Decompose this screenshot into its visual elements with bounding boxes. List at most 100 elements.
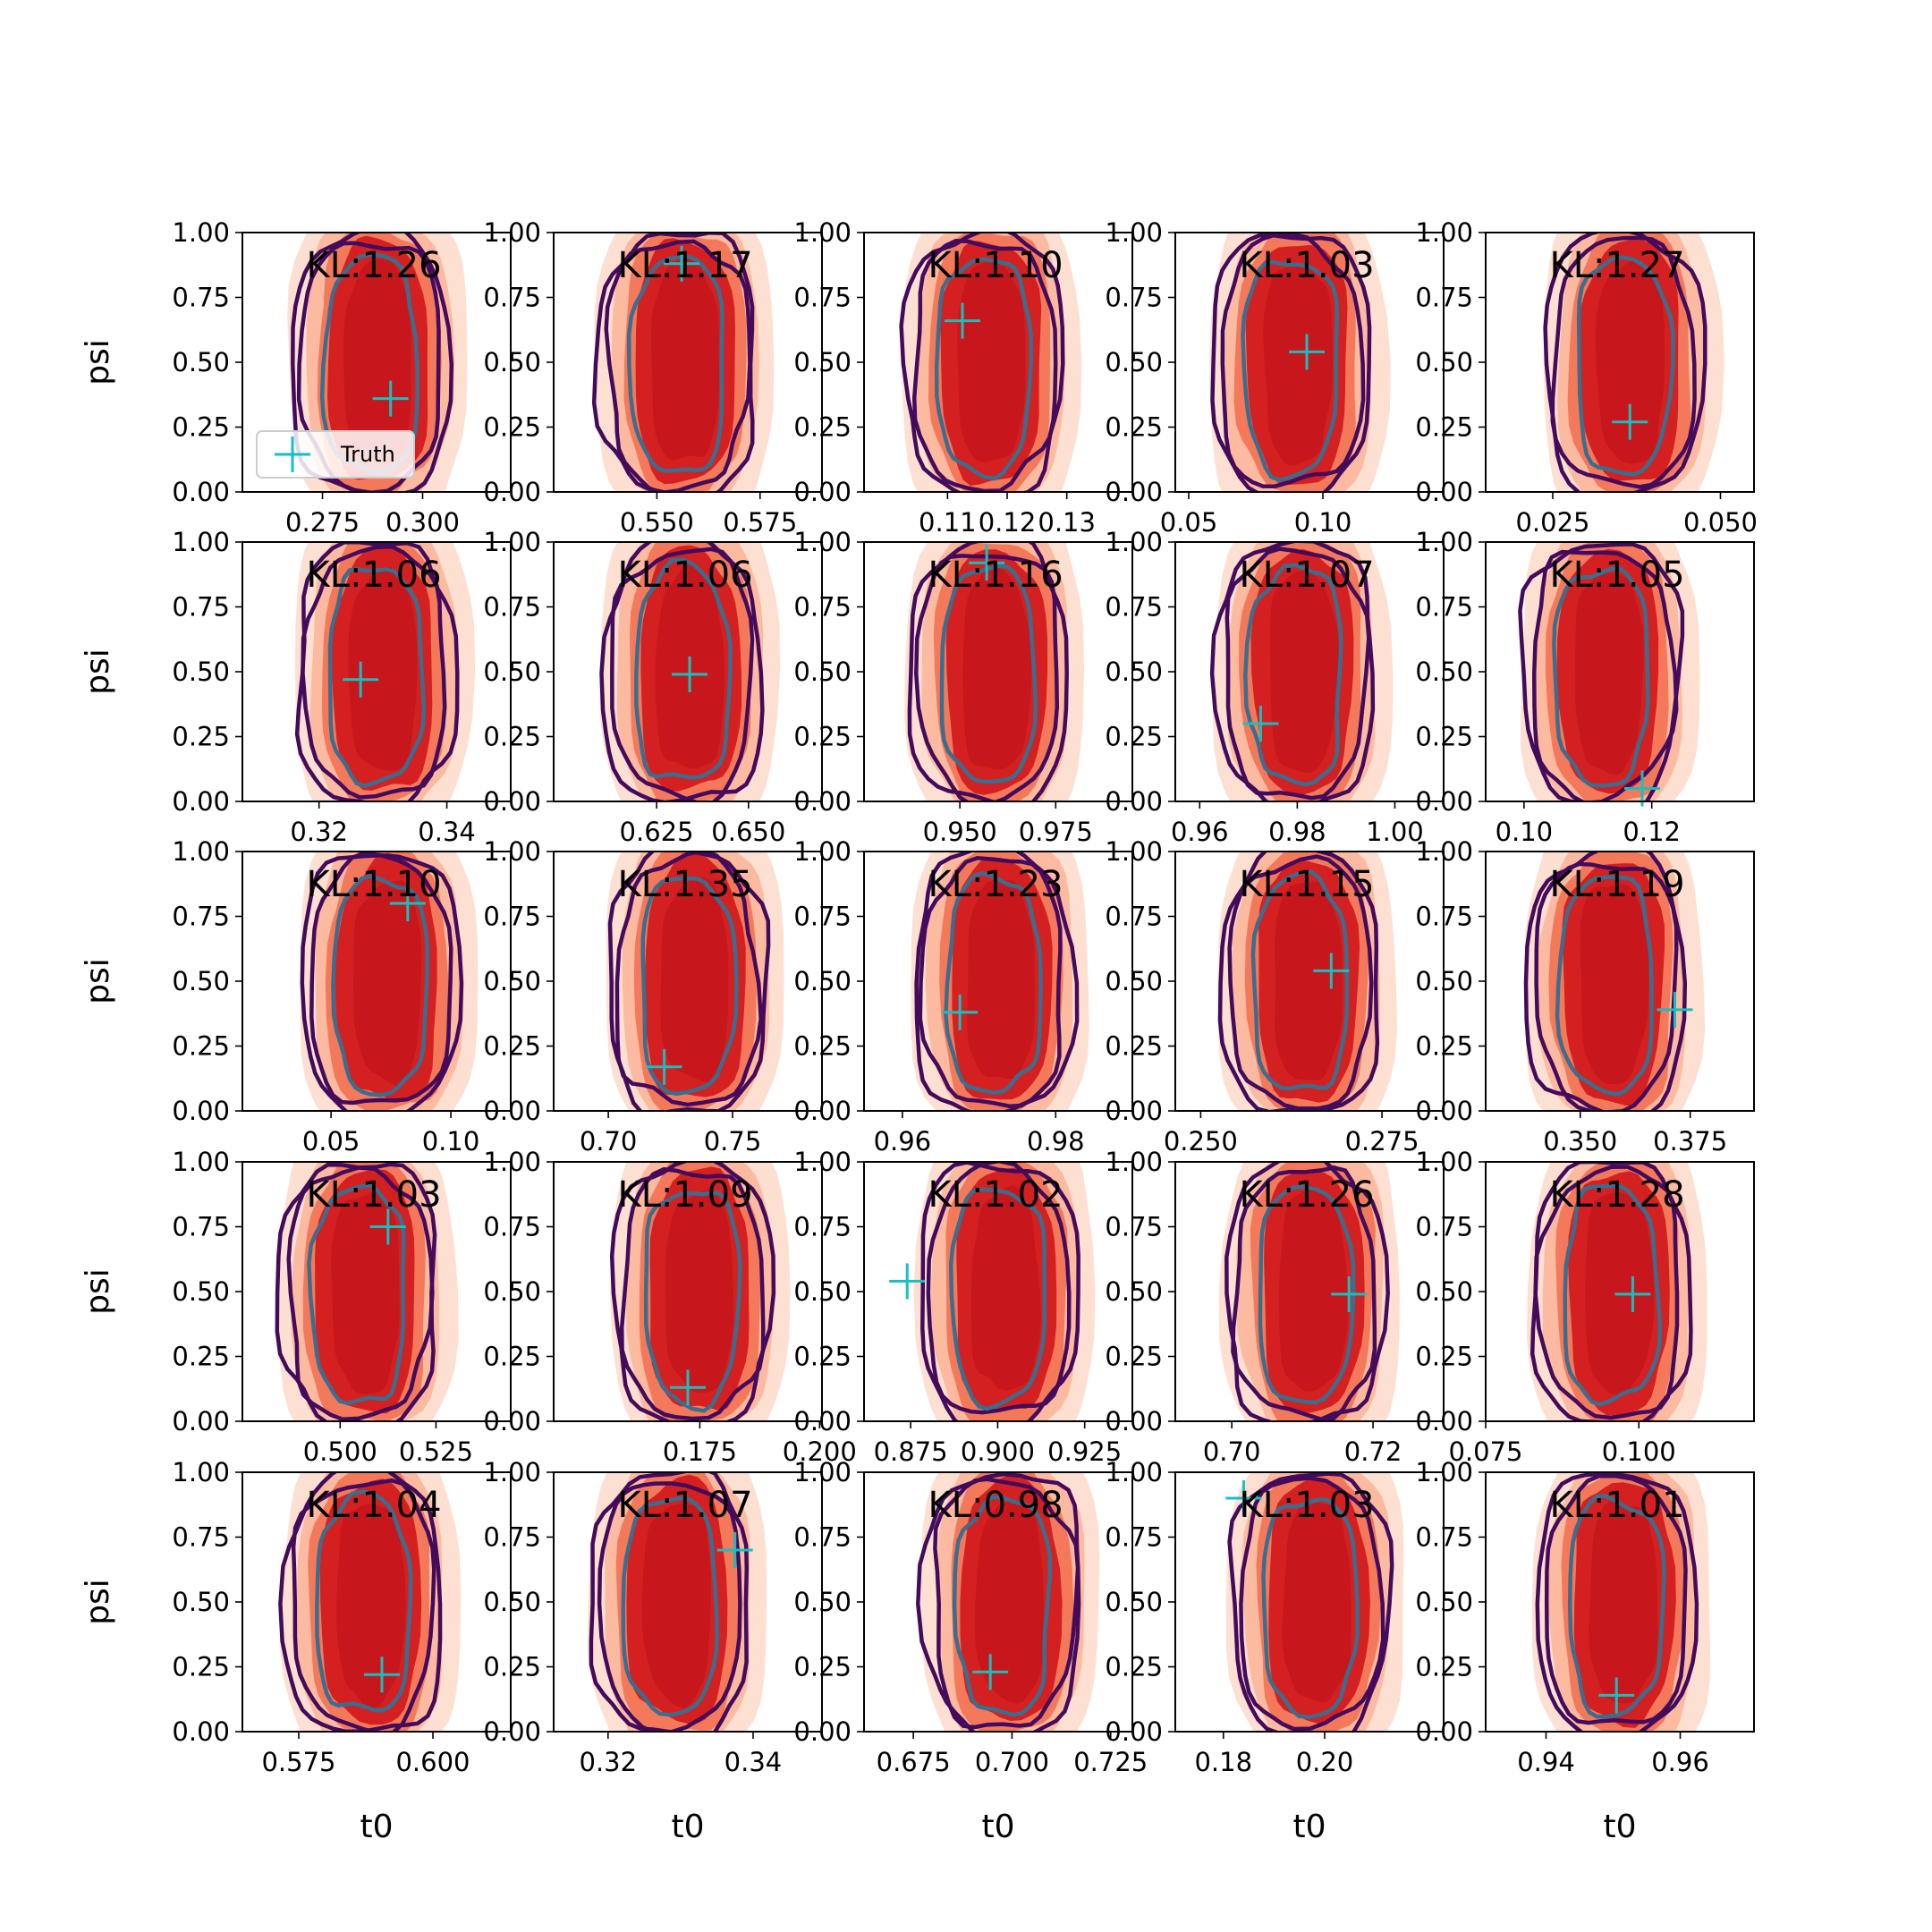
contour-inner — [939, 564, 1038, 784]
density-level-5 — [967, 879, 1035, 1080]
y-tick-label: 1.00 — [1105, 527, 1163, 557]
contour-inner — [634, 557, 733, 780]
contour-inner — [1243, 563, 1343, 787]
legend-box — [256, 430, 415, 479]
contour-inner — [944, 870, 1043, 1095]
density-level-5 — [957, 261, 1026, 462]
y-tick-label: 0.50 — [1415, 1276, 1473, 1307]
kl-label: KL:1.03 — [1239, 1485, 1374, 1526]
contour-outer-2 — [614, 852, 763, 1107]
contour-outer-2 — [1239, 1476, 1385, 1732]
contour-outer-1 — [907, 542, 1069, 801]
contour-outer-1 — [1209, 542, 1376, 801]
y-tick-label: 0.75 — [1415, 902, 1473, 932]
x-tick-label: 0.675 — [877, 1747, 951, 1777]
density-3 — [899, 233, 1082, 492]
y-tick-label: 0.00 — [793, 786, 852, 817]
kl-label: KL:1.19 — [1549, 864, 1684, 905]
x-tick-label: 0.350 — [1543, 1126, 1617, 1157]
panel-12: 0.00 0.25 0.50 0.75 1.00 0.70 0.75 KL:1.35 — [483, 836, 823, 1157]
y-tick-label: 0.25 — [172, 1342, 230, 1372]
contour-inner — [1241, 259, 1340, 483]
y-tick-label: 0.25 — [1415, 1652, 1473, 1682]
y-tick-label: 0.75 — [483, 1212, 541, 1242]
contour-outer-2 — [1531, 549, 1679, 801]
contour-outer-2 — [619, 1166, 766, 1421]
x-tick-label: 0.875 — [874, 1436, 948, 1467]
kl-label: KL:1.16 — [928, 555, 1063, 596]
x-tick-label: 0.100 — [1602, 1436, 1676, 1467]
density-8 — [904, 542, 1084, 801]
panel-8: 0.00 0.25 0.50 0.75 1.00 0.950 0.975 KL:1.16 — [793, 527, 1133, 847]
contour-inner — [1576, 255, 1675, 477]
panel-16: 0.00 0.25 0.50 0.75 1.00 0.500 0.525 KL:1.03 psi — [80, 1147, 512, 1467]
y-tick-label: 0.50 — [1105, 966, 1163, 996]
contour-inner — [1258, 1184, 1356, 1405]
y-tick-label: 1.00 — [483, 1457, 541, 1487]
contour-outer-1 — [1523, 852, 1688, 1111]
contour-outer-1 — [1543, 233, 1707, 492]
y-tick-label: 0.00 — [172, 1406, 230, 1436]
y-tick-label: 0.00 — [793, 1716, 852, 1747]
y-tick-label: 0.50 — [172, 1276, 230, 1307]
contour-outer-1 — [589, 1472, 750, 1732]
x-tick-label: 0.98 — [1268, 817, 1326, 847]
y-tick-label: 0.00 — [172, 1716, 230, 1747]
x-axis-label: t0 — [981, 1809, 1014, 1845]
y-tick-label: 1.00 — [483, 836, 541, 867]
density-13 — [911, 852, 1089, 1111]
density-level-5 — [1580, 884, 1649, 1085]
y-tick-label: 1.00 — [172, 836, 230, 867]
y-axis-label: psi — [80, 339, 116, 386]
density-17 — [609, 1162, 791, 1421]
contour-outer-2 — [610, 547, 755, 801]
legend-label: Truth — [340, 442, 395, 467]
y-tick-label: 0.00 — [1415, 1406, 1473, 1436]
contour-outer-2 — [1534, 861, 1679, 1111]
y-tick-label: 0.25 — [1415, 412, 1473, 443]
x-tick-label: 0.700 — [975, 1747, 1049, 1777]
x-tick-label: 0.32 — [580, 1747, 638, 1777]
x-tick-label: 0.300 — [386, 507, 460, 538]
y-tick-label: 0.75 — [172, 1212, 230, 1242]
contour-inner — [307, 1183, 406, 1406]
panel-20: 0.00 0.25 0.50 0.75 1.00 0.075 0.100 KL:1.28 — [1415, 1147, 1755, 1467]
x-tick-label: 0.600 — [395, 1747, 470, 1777]
contour-inner — [1563, 1183, 1663, 1407]
y-tick-label: 0.00 — [483, 1716, 541, 1747]
kl-label: KL:1.07 — [1239, 555, 1374, 596]
x-tick-label: 0.05 — [1160, 507, 1218, 538]
y-tick-label: 0.00 — [483, 1406, 541, 1436]
y-tick-label: 0.50 — [1105, 1276, 1163, 1307]
contour-inner — [621, 1496, 720, 1717]
contour-outer-1 — [1227, 1472, 1394, 1732]
x-tick-label: 0.375 — [1653, 1126, 1727, 1157]
y-tick-label: 0.00 — [1415, 1716, 1473, 1747]
contour-inner — [327, 566, 427, 788]
panel-13: 0.00 0.25 0.50 0.75 1.00 0.96 0.98 KL:1.23 — [793, 836, 1133, 1157]
x-tick-label: 0.025 — [1515, 507, 1589, 538]
y-tick-label: 1.00 — [483, 527, 541, 557]
contour-outer-2 — [1231, 1165, 1377, 1421]
kl-label: KL:1.26 — [306, 245, 441, 286]
y-tick-label: 0.75 — [1105, 902, 1163, 932]
density-2 — [591, 233, 775, 492]
kl-label: KL:1.23 — [928, 864, 1063, 905]
y-tick-label: 1.00 — [1415, 836, 1473, 867]
panel-1: 0.00 0.25 0.50 0.75 1.00 0.275 0.300 KL:1.26 psi… — [80, 217, 512, 538]
contour-outer-1 — [275, 1162, 437, 1421]
y-tick-label: 0.25 — [483, 1031, 541, 1062]
y-tick-label: 0.50 — [793, 1587, 852, 1617]
kl-label: KL:1.35 — [617, 864, 752, 905]
panel-22: 0.00 0.25 0.50 0.75 1.00 0.32 0.34 KL:1.07 t0 — [483, 1457, 823, 1845]
kl-label: KL:1.10 — [928, 245, 1063, 286]
y-tick-label: 0.50 — [1105, 657, 1163, 687]
y-tick-label: 1.00 — [793, 1457, 852, 1487]
contour-outer-1 — [1210, 233, 1372, 492]
kl-label: KL:1.06 — [617, 555, 752, 596]
contour-outer-2 — [1550, 235, 1697, 489]
density-22 — [588, 1472, 767, 1732]
panel-2: 0.00 0.25 0.50 0.75 1.00 0.550 0.575 KL:1.17 — [483, 217, 823, 538]
contour-outer-2 — [1224, 547, 1371, 801]
kl-label: KL:1.06 — [306, 555, 441, 596]
